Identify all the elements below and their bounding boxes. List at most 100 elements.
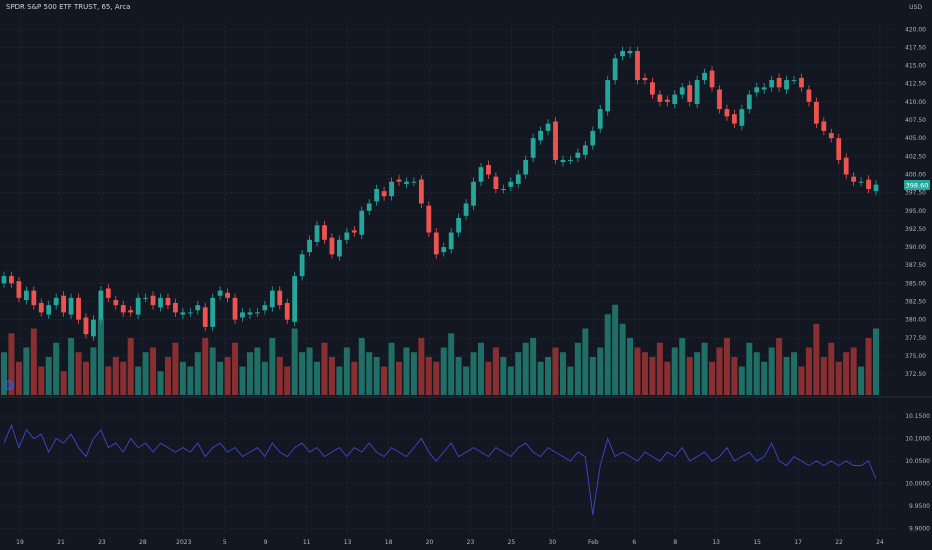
candle [344, 232, 350, 240]
volume-bar [709, 361, 716, 395]
candle [553, 121, 558, 160]
volume-bar [97, 319, 104, 395]
price-tick-label: 385.00 [905, 280, 926, 287]
volume-bar [463, 366, 470, 395]
grid-lines [0, 22, 932, 535]
candle [418, 179, 424, 204]
price-tick-label: 412.50 [905, 81, 926, 88]
candle [217, 290, 223, 296]
volume-bar [604, 314, 611, 395]
candle [396, 179, 402, 182]
volume-bar [194, 352, 201, 395]
time-tick-label: 9 [264, 539, 268, 546]
volume-bar [753, 352, 760, 395]
candle [530, 138, 536, 158]
candle [769, 80, 775, 88]
candle [255, 312, 260, 314]
volume-bar [8, 333, 15, 395]
info-icon[interactable]: D [4, 380, 14, 390]
volume-bar [656, 342, 663, 395]
candle [120, 305, 126, 313]
price-tick-label: 377.50 [905, 335, 926, 342]
volume-bar [410, 352, 417, 395]
volume-bar [619, 323, 626, 395]
volume-bar [433, 361, 440, 395]
candle [329, 237, 335, 255]
volume-bar [314, 361, 321, 395]
last-price-marker: 398.60 [904, 180, 930, 190]
volume-bar [388, 342, 395, 395]
candle [500, 188, 506, 190]
volume-bar [612, 304, 619, 395]
volume-bar [470, 352, 477, 395]
time-tick-label: 11 [303, 539, 311, 546]
volume-bar [627, 338, 634, 395]
time-tick-label: 25 [508, 539, 516, 546]
volume-bar [574, 342, 581, 395]
volume-bar [723, 338, 730, 395]
volume-bar [850, 347, 857, 395]
volume-bar [425, 357, 432, 395]
indicator-tick-label: 9.9500 [909, 503, 930, 510]
candle [463, 203, 469, 216]
time-tick-label: 8 [673, 539, 677, 546]
volume-bar [15, 361, 22, 395]
price-tick-label: 380.00 [905, 317, 926, 324]
candle [776, 77, 782, 88]
candle [441, 247, 447, 253]
volume-bar [164, 357, 171, 395]
candle [657, 94, 663, 102]
price-tick-label: 417.50 [905, 44, 926, 51]
volume-bar [522, 342, 529, 395]
volume-bar [120, 361, 127, 395]
volume-bar [649, 357, 656, 395]
volume-bar [783, 357, 790, 395]
candle [821, 121, 827, 131]
volume-bars [1, 304, 879, 395]
candle [225, 292, 230, 298]
volume-bar [75, 352, 82, 395]
candle [262, 305, 268, 311]
candle [247, 312, 253, 315]
candle [359, 210, 365, 235]
candle [284, 302, 290, 320]
candle [83, 317, 89, 335]
candle [508, 181, 514, 187]
volume-bar [679, 338, 686, 395]
volume-bar [843, 352, 850, 395]
candle [717, 89, 722, 110]
volume-bar [135, 366, 142, 395]
candle [702, 72, 707, 81]
time-tick-label: 2023 [176, 539, 191, 546]
candle [448, 232, 454, 250]
candle [16, 281, 22, 298]
candle [493, 176, 499, 189]
candle [739, 109, 745, 126]
volume-bar [396, 361, 403, 395]
candle [9, 276, 14, 284]
volume-bar [440, 347, 447, 395]
volume-bar [246, 352, 253, 395]
candle [620, 51, 625, 57]
volume-bar [202, 338, 209, 395]
volume-bar [328, 357, 335, 395]
volume-bar [269, 338, 276, 395]
candle [351, 230, 357, 233]
price-tick-label: 375.00 [905, 353, 926, 360]
candle [627, 51, 633, 54]
volume-bar [299, 352, 306, 395]
volume-bar [515, 352, 522, 395]
candlestick-series [1, 46, 879, 341]
candle [389, 181, 394, 197]
candle [664, 99, 670, 102]
candle [791, 80, 797, 82]
candle [143, 297, 149, 299]
volume-bar [38, 366, 45, 395]
candle [38, 302, 44, 313]
price-tick-label: 387.50 [905, 262, 926, 269]
candle [746, 94, 752, 110]
volume-bar [582, 328, 589, 395]
candle [471, 181, 476, 206]
candle [381, 191, 387, 197]
